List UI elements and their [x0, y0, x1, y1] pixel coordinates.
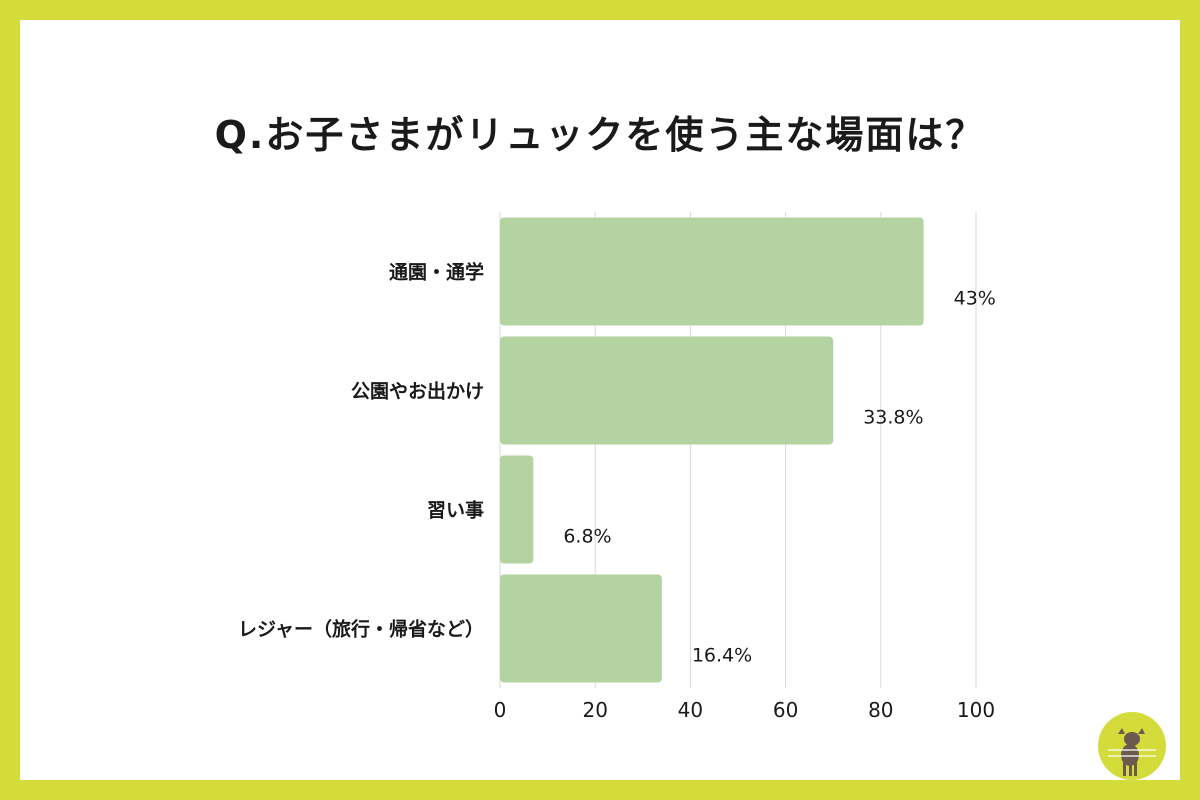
chart-card: Q.お子さまがリュックを使う主な場面は？ 通園・通学 43% 公園やお出かけ 33.8… — [20, 20, 1180, 780]
category-label: レジャー（旅行・帰省など） — [238, 618, 484, 641]
x-tick-label: 40 — [678, 698, 703, 722]
chart-title: Q.お子さまがリュックを使う主な場面は？ — [214, 113, 986, 157]
x-tick-label: 80 — [868, 698, 893, 722]
data-label: 16.4% — [692, 645, 752, 667]
data-label: 43% — [954, 288, 996, 310]
x-tick-label: 60 — [773, 698, 798, 722]
x-tick-label: 0 — [494, 698, 507, 722]
category-label: 習い事 — [427, 499, 484, 522]
x-tick-label: 100 — [957, 698, 995, 722]
fawn-logo — [1098, 712, 1166, 780]
bar — [500, 217, 924, 326]
bar — [500, 336, 834, 445]
bar-chart: 通園・通学 43% 公園やお出かけ 33.8% 習い事 6.8% レジャー（旅行・帰省など）… — [238, 212, 996, 722]
fawn-logo-graphic — [1108, 728, 1156, 776]
bar — [500, 455, 534, 564]
data-label: 33.8% — [863, 407, 923, 429]
bar — [500, 574, 662, 683]
x-tick-label: 20 — [582, 698, 607, 722]
category-label: 公園やお出かけ — [351, 380, 484, 403]
data-label: 6.8% — [563, 526, 611, 548]
category-label: 通園・通学 — [389, 261, 484, 284]
